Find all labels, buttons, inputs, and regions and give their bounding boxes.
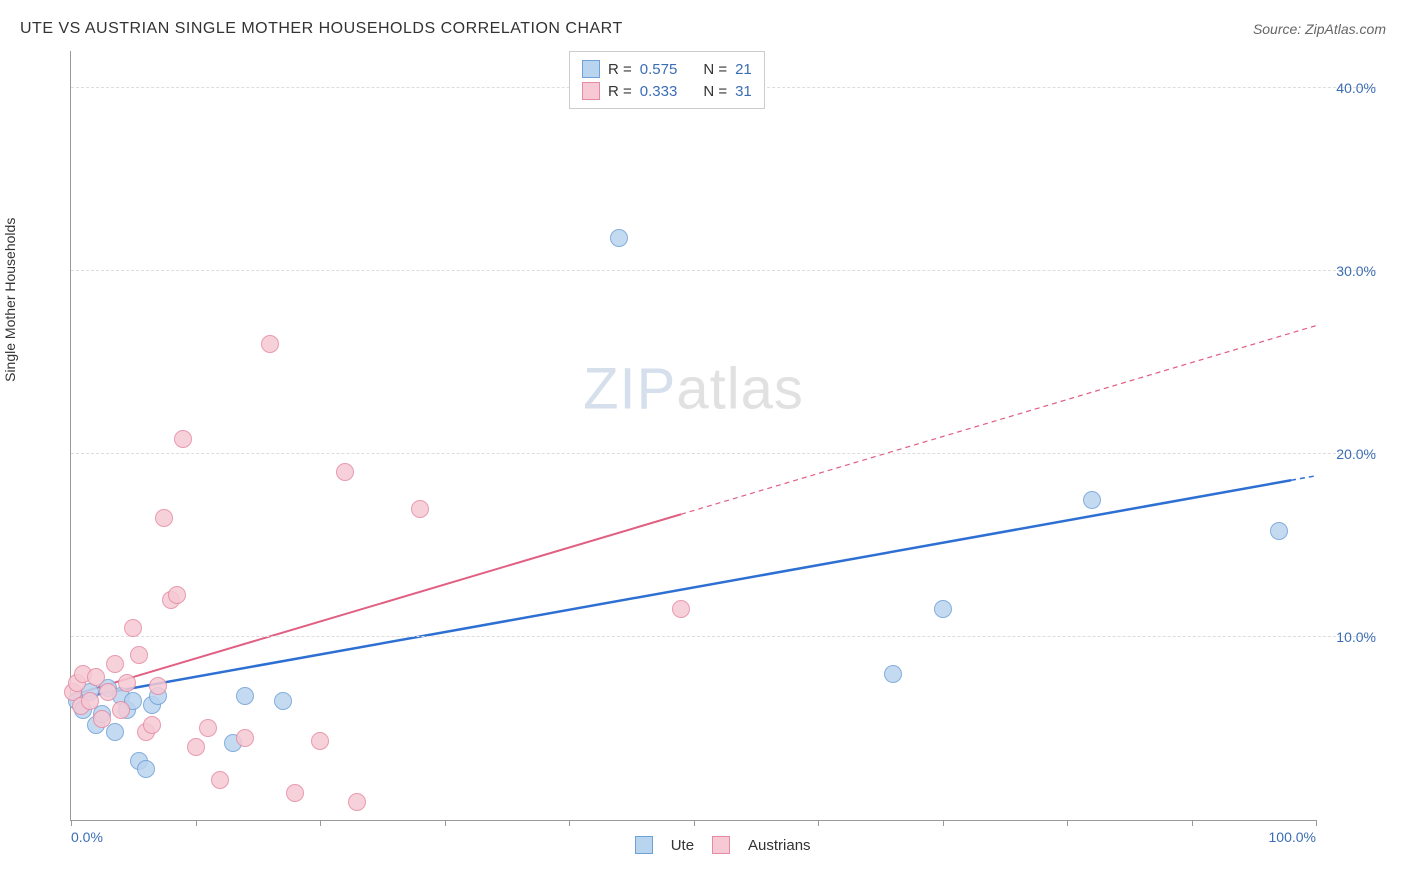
trend-lines <box>71 51 1316 820</box>
y-tick-label: 10.0% <box>1336 629 1376 645</box>
gridline <box>71 453 1376 454</box>
correlation-legend-row: R = 0.575 N = 21 <box>582 58 752 80</box>
data-point <box>199 719 217 737</box>
data-point <box>93 710 111 728</box>
watermark-rest: atlas <box>676 357 804 422</box>
data-point <box>236 687 254 705</box>
x-tick-mark <box>196 820 197 826</box>
r-value: 0.575 <box>640 61 678 78</box>
x-tick-mark <box>694 820 695 826</box>
gridline <box>71 636 1376 637</box>
legend-label: Austrians <box>748 837 811 854</box>
legend-swatch <box>635 836 653 854</box>
r-value: 0.333 <box>640 83 678 100</box>
data-point <box>143 716 161 734</box>
data-point <box>168 586 186 604</box>
y-tick-label: 30.0% <box>1336 263 1376 279</box>
data-point <box>286 784 304 802</box>
chart-title: UTE VS AUSTRIAN SINGLE MOTHER HOUSEHOLDS… <box>20 20 623 38</box>
r-label: R = <box>608 83 632 100</box>
data-point <box>236 729 254 747</box>
x-tick-mark <box>1192 820 1193 826</box>
y-tick-label: 20.0% <box>1336 446 1376 462</box>
data-point <box>610 229 628 247</box>
data-point <box>336 463 354 481</box>
n-value: 31 <box>735 83 752 100</box>
data-point <box>174 430 192 448</box>
data-point <box>81 692 99 710</box>
data-point <box>137 760 155 778</box>
y-tick-label: 40.0% <box>1336 80 1376 96</box>
gridline <box>71 270 1376 271</box>
y-axis-label: Single Mother Households <box>2 218 18 382</box>
x-tick-mark <box>569 820 570 826</box>
data-point <box>411 500 429 518</box>
x-tick-mark <box>320 820 321 826</box>
data-point <box>311 732 329 750</box>
n-label: N = <box>703 61 727 78</box>
legend-label: Ute <box>671 837 694 854</box>
legend-swatch <box>582 60 600 78</box>
data-point <box>130 646 148 664</box>
data-point <box>187 738 205 756</box>
watermark-zip: ZIP <box>583 357 676 422</box>
data-point <box>274 692 292 710</box>
x-tick-mark <box>818 820 819 826</box>
chart-container: Single Mother Households ZIPatlas R =0.5… <box>20 46 1386 866</box>
n-value: 21 <box>735 61 752 78</box>
x-tick-label: 0.0% <box>71 829 103 845</box>
correlation-legend-row: R = 0.333 N = 31 <box>582 80 752 102</box>
data-point <box>112 701 130 719</box>
source-prefix: Source: <box>1253 21 1305 37</box>
r-label: R = <box>608 61 632 78</box>
n-label: N = <box>703 83 727 100</box>
data-point <box>106 655 124 673</box>
source-attribution: Source: ZipAtlas.com <box>1253 21 1386 37</box>
legend-swatch <box>712 836 730 854</box>
data-point <box>1270 522 1288 540</box>
series-legend: Ute Austrians <box>635 836 811 854</box>
correlation-legend: R = 0.575 N = 21 R = 0.333 N = 31 <box>569 51 765 109</box>
x-tick-mark <box>1067 820 1068 826</box>
data-point <box>149 677 167 695</box>
x-tick-mark <box>943 820 944 826</box>
data-point <box>118 674 136 692</box>
watermark: ZIPatlas <box>583 356 804 423</box>
x-tick-mark <box>1316 820 1317 826</box>
data-point <box>155 509 173 527</box>
x-tick-label: 100.0% <box>1269 829 1316 845</box>
legend-swatch <box>582 82 600 100</box>
plot-area: ZIPatlas R =0.575N =21R =0.333N =31 10.0… <box>70 51 1316 821</box>
data-point <box>884 665 902 683</box>
data-point <box>348 793 366 811</box>
x-tick-mark <box>71 820 72 826</box>
data-point <box>934 600 952 618</box>
data-point <box>211 771 229 789</box>
data-point <box>261 335 279 353</box>
data-point <box>99 683 117 701</box>
x-tick-mark <box>445 820 446 826</box>
source-name: ZipAtlas.com <box>1305 21 1386 37</box>
data-point <box>672 600 690 618</box>
data-point <box>124 619 142 637</box>
data-point <box>1083 491 1101 509</box>
